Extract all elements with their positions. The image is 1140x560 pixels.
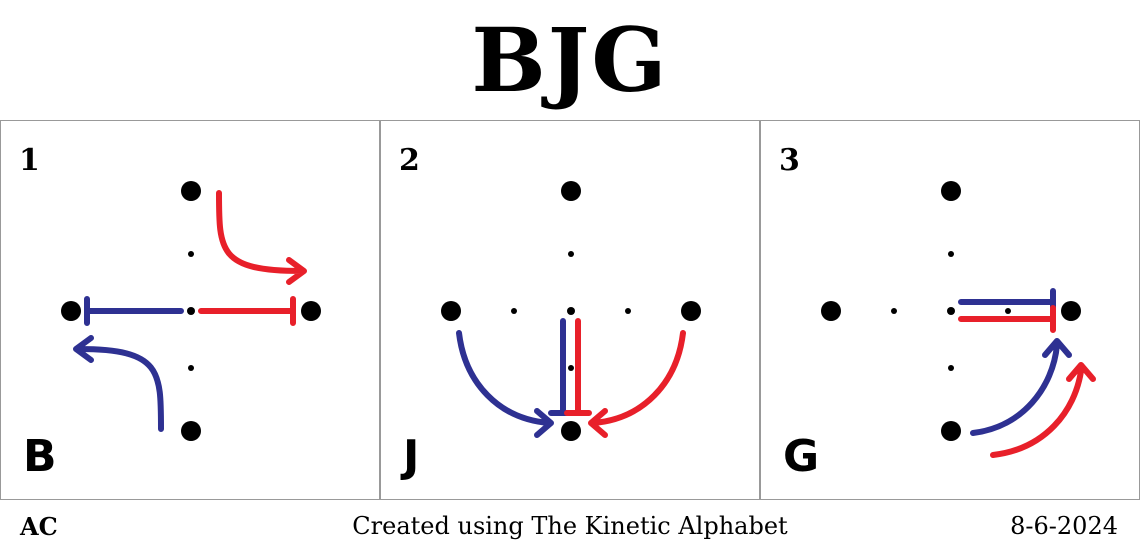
panel-number: 3 bbox=[779, 143, 800, 178]
red-curve-arrow bbox=[588, 330, 686, 438]
panel-1-diagram bbox=[61, 181, 321, 441]
grid-dots bbox=[821, 181, 1081, 441]
panel-row: 1 B 2 J bbox=[0, 120, 1140, 500]
red-stop-line bbox=[564, 318, 592, 416]
footer-credit: Created using The Kinetic Alphabet bbox=[352, 512, 788, 540]
panel-letter: J bbox=[403, 431, 420, 482]
panel-letter: G bbox=[783, 431, 820, 482]
panel-2-diagram bbox=[441, 181, 701, 441]
panel-number: 1 bbox=[19, 143, 40, 178]
panel-3-diagram bbox=[821, 181, 1096, 458]
red-stop-line bbox=[198, 296, 296, 326]
panel-1: 1 B bbox=[0, 120, 380, 500]
blue-curve-arrow bbox=[73, 335, 164, 432]
panel-letter: B bbox=[23, 431, 57, 482]
footer-date: 8-6-2024 bbox=[1010, 512, 1118, 540]
panel-3: 3 G bbox=[760, 120, 1140, 500]
panel-2: 2 J bbox=[380, 120, 760, 500]
panel-number: 2 bbox=[399, 143, 420, 178]
grid-dots bbox=[441, 181, 701, 441]
blue-curve-arrow bbox=[456, 330, 554, 438]
blue-stop-line bbox=[84, 296, 184, 326]
page-title: BJG bbox=[471, 8, 669, 112]
footer-author: AC bbox=[20, 512, 58, 541]
red-stop-line bbox=[958, 305, 1056, 333]
red-curve-arrow bbox=[990, 362, 1096, 458]
red-curve-arrow bbox=[216, 190, 307, 285]
blue-curve-arrow bbox=[970, 338, 1072, 436]
